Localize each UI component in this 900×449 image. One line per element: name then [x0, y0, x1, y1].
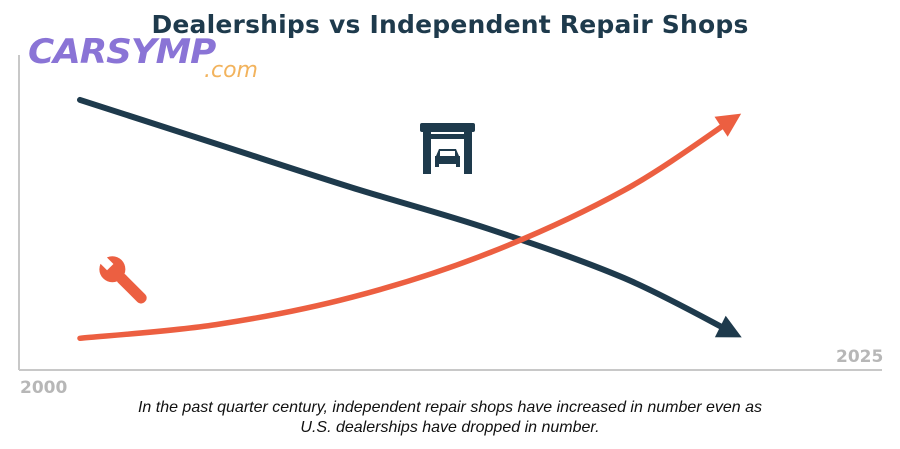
- x-tick-end: 2025: [836, 347, 884, 367]
- logo-main-text: CARSYMP: [28, 32, 216, 72]
- wrench-icon: [96, 253, 147, 304]
- carsymp-logo: CARSYMP .com: [28, 32, 278, 86]
- garage-icon: [420, 123, 475, 174]
- chart-caption: In the past quarter century, independent…: [0, 398, 900, 438]
- x-tick-start: 2000: [20, 378, 68, 398]
- series-line-decreasing: [77, 96, 736, 336]
- caption-line-1: In the past quarter century, independent…: [137, 399, 763, 416]
- caption-line-2: U.S. dealerships have dropped in number.: [300, 419, 600, 436]
- series-layer: [77, 96, 742, 342]
- series-line-increasing: [77, 116, 736, 342]
- logo-sub-text: .com: [204, 58, 258, 83]
- chart-title: Dealerships vs Independent Repair Shops: [151, 10, 749, 39]
- series-arrowhead-decreasing: [714, 315, 742, 338]
- series-arrowhead-increasing: [714, 113, 742, 137]
